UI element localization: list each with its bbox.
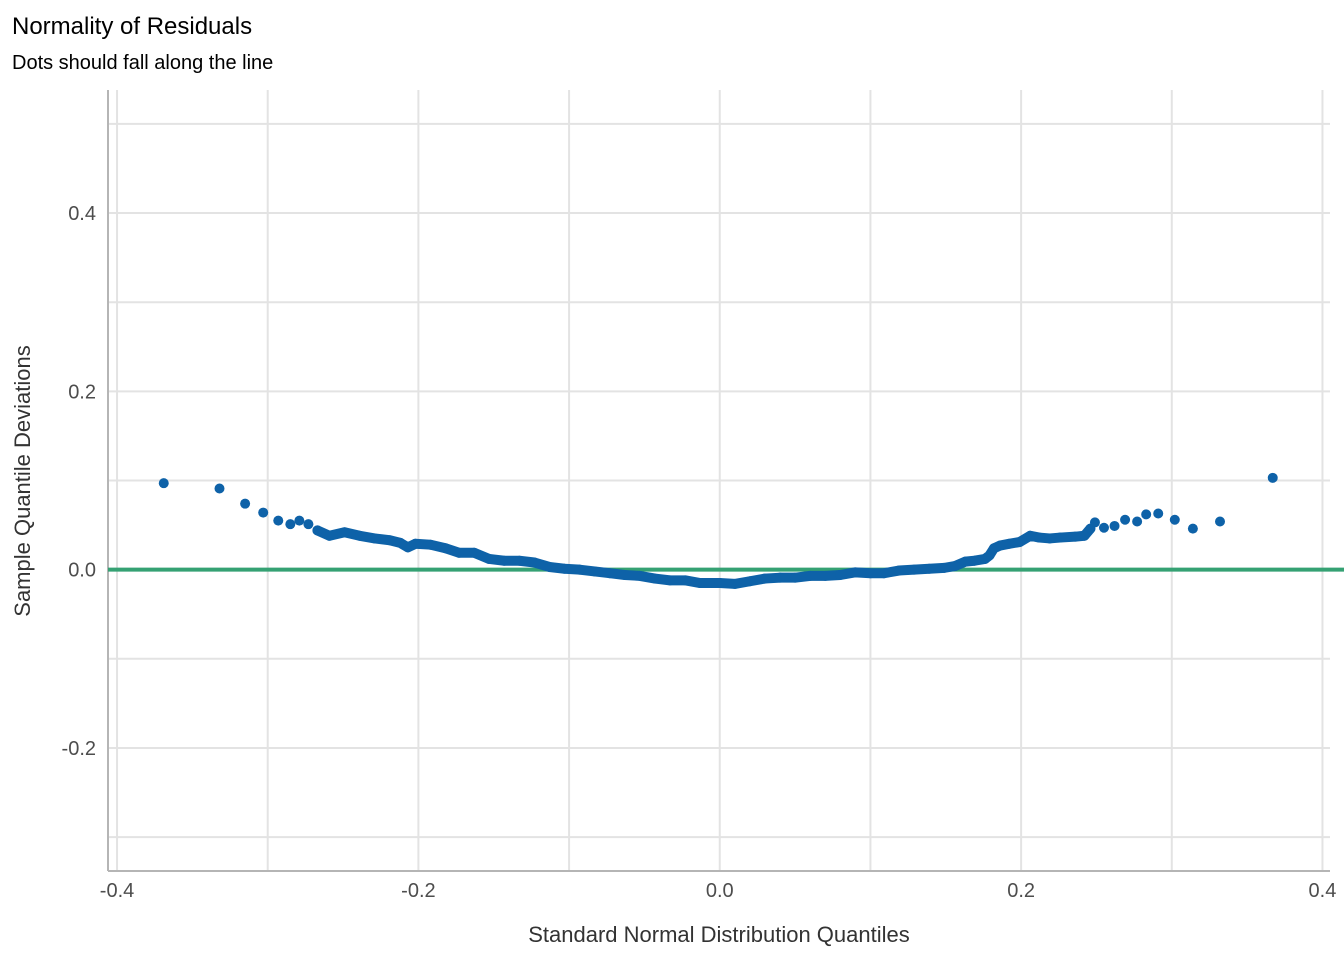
data-point (158, 478, 169, 489)
data-point (835, 570, 846, 581)
data-point (214, 483, 225, 494)
data-point (1055, 532, 1066, 543)
data-point (1098, 522, 1109, 533)
data-point (339, 527, 350, 538)
data-point (559, 563, 570, 574)
y-tick-label: 0.0 (68, 560, 96, 582)
tick-labels: -0.2 0.0 0.2 0.4 -0.4 -0.2 0.0 0.2 0.4 (62, 203, 1337, 902)
chart-title: Normality of Residuals (12, 13, 252, 40)
data-point (1120, 514, 1131, 525)
data-point (273, 515, 284, 526)
data-point (425, 539, 436, 550)
data-point (1025, 530, 1036, 541)
x-axis-label: Standard Normal Distribution Quantiles (528, 922, 910, 947)
data-point (805, 570, 816, 581)
data-point (1044, 533, 1055, 544)
data-point (619, 570, 630, 581)
data-point (440, 543, 451, 554)
data-point (1089, 517, 1100, 528)
data-point (303, 519, 314, 530)
data-point (949, 561, 960, 572)
data-point (665, 575, 676, 586)
data-point (484, 553, 495, 564)
data-point (312, 525, 323, 536)
data-point (1070, 531, 1081, 542)
data-point (589, 566, 600, 577)
y-tick-label: 0.4 (68, 203, 96, 225)
data-point (634, 570, 645, 581)
x-tick-label: 0.2 (1007, 880, 1035, 902)
data-point (1109, 520, 1120, 531)
data-points (158, 472, 1278, 589)
data-point (649, 573, 660, 584)
data-point (604, 568, 615, 579)
gridlines (108, 90, 1330, 871)
data-point (324, 530, 335, 541)
x-tick-label: -0.4 (100, 880, 134, 902)
data-point (704, 578, 715, 589)
data-point (759, 573, 770, 584)
data-point (469, 547, 480, 558)
data-point (865, 568, 876, 579)
data-point (775, 572, 786, 583)
data-point (1034, 532, 1045, 543)
data-point (240, 498, 251, 509)
data-point (894, 565, 905, 576)
data-point (354, 530, 365, 541)
y-tick-label: -0.2 (62, 738, 96, 760)
data-point (1004, 538, 1015, 549)
data-point (258, 507, 269, 518)
data-point (544, 561, 555, 572)
data-point (878, 568, 889, 579)
y-axis-label: Sample Quantile Deviations (10, 345, 35, 616)
data-point (1267, 472, 1278, 483)
x-tick-label: 0.0 (706, 880, 734, 902)
data-point (402, 542, 413, 553)
x-tick-label: -0.2 (401, 880, 435, 902)
data-point (1153, 508, 1164, 519)
data-point (369, 533, 380, 544)
data-point (499, 555, 510, 566)
data-point (395, 537, 406, 548)
data-point (984, 550, 995, 561)
data-point (1014, 537, 1025, 548)
data-point (294, 515, 305, 526)
data-point (1141, 509, 1152, 520)
chart-subtitle: Dots should fall along the line (12, 52, 273, 74)
data-point (960, 556, 971, 567)
data-point (850, 567, 861, 578)
data-point (410, 538, 421, 549)
data-point (454, 547, 465, 558)
data-point (820, 570, 831, 581)
data-point (1187, 523, 1198, 534)
data-point (924, 563, 935, 574)
y-tick-label: 0.2 (68, 381, 96, 403)
data-point (969, 555, 980, 566)
data-point (714, 578, 725, 589)
data-point (514, 555, 525, 566)
data-point (1169, 514, 1180, 525)
data-point (574, 564, 585, 575)
data-point (729, 578, 740, 589)
x-tick-label: 0.4 (1309, 880, 1337, 902)
data-point (680, 575, 691, 586)
data-point (384, 535, 395, 546)
data-point (939, 562, 950, 573)
data-point (285, 519, 296, 530)
data-point (1079, 530, 1090, 541)
data-point (790, 572, 801, 583)
data-point (995, 540, 1006, 551)
data-point (695, 578, 706, 589)
data-point (909, 564, 920, 575)
data-point (744, 576, 755, 587)
data-point (1215, 516, 1226, 527)
data-point (529, 557, 540, 568)
data-point (1132, 516, 1143, 527)
